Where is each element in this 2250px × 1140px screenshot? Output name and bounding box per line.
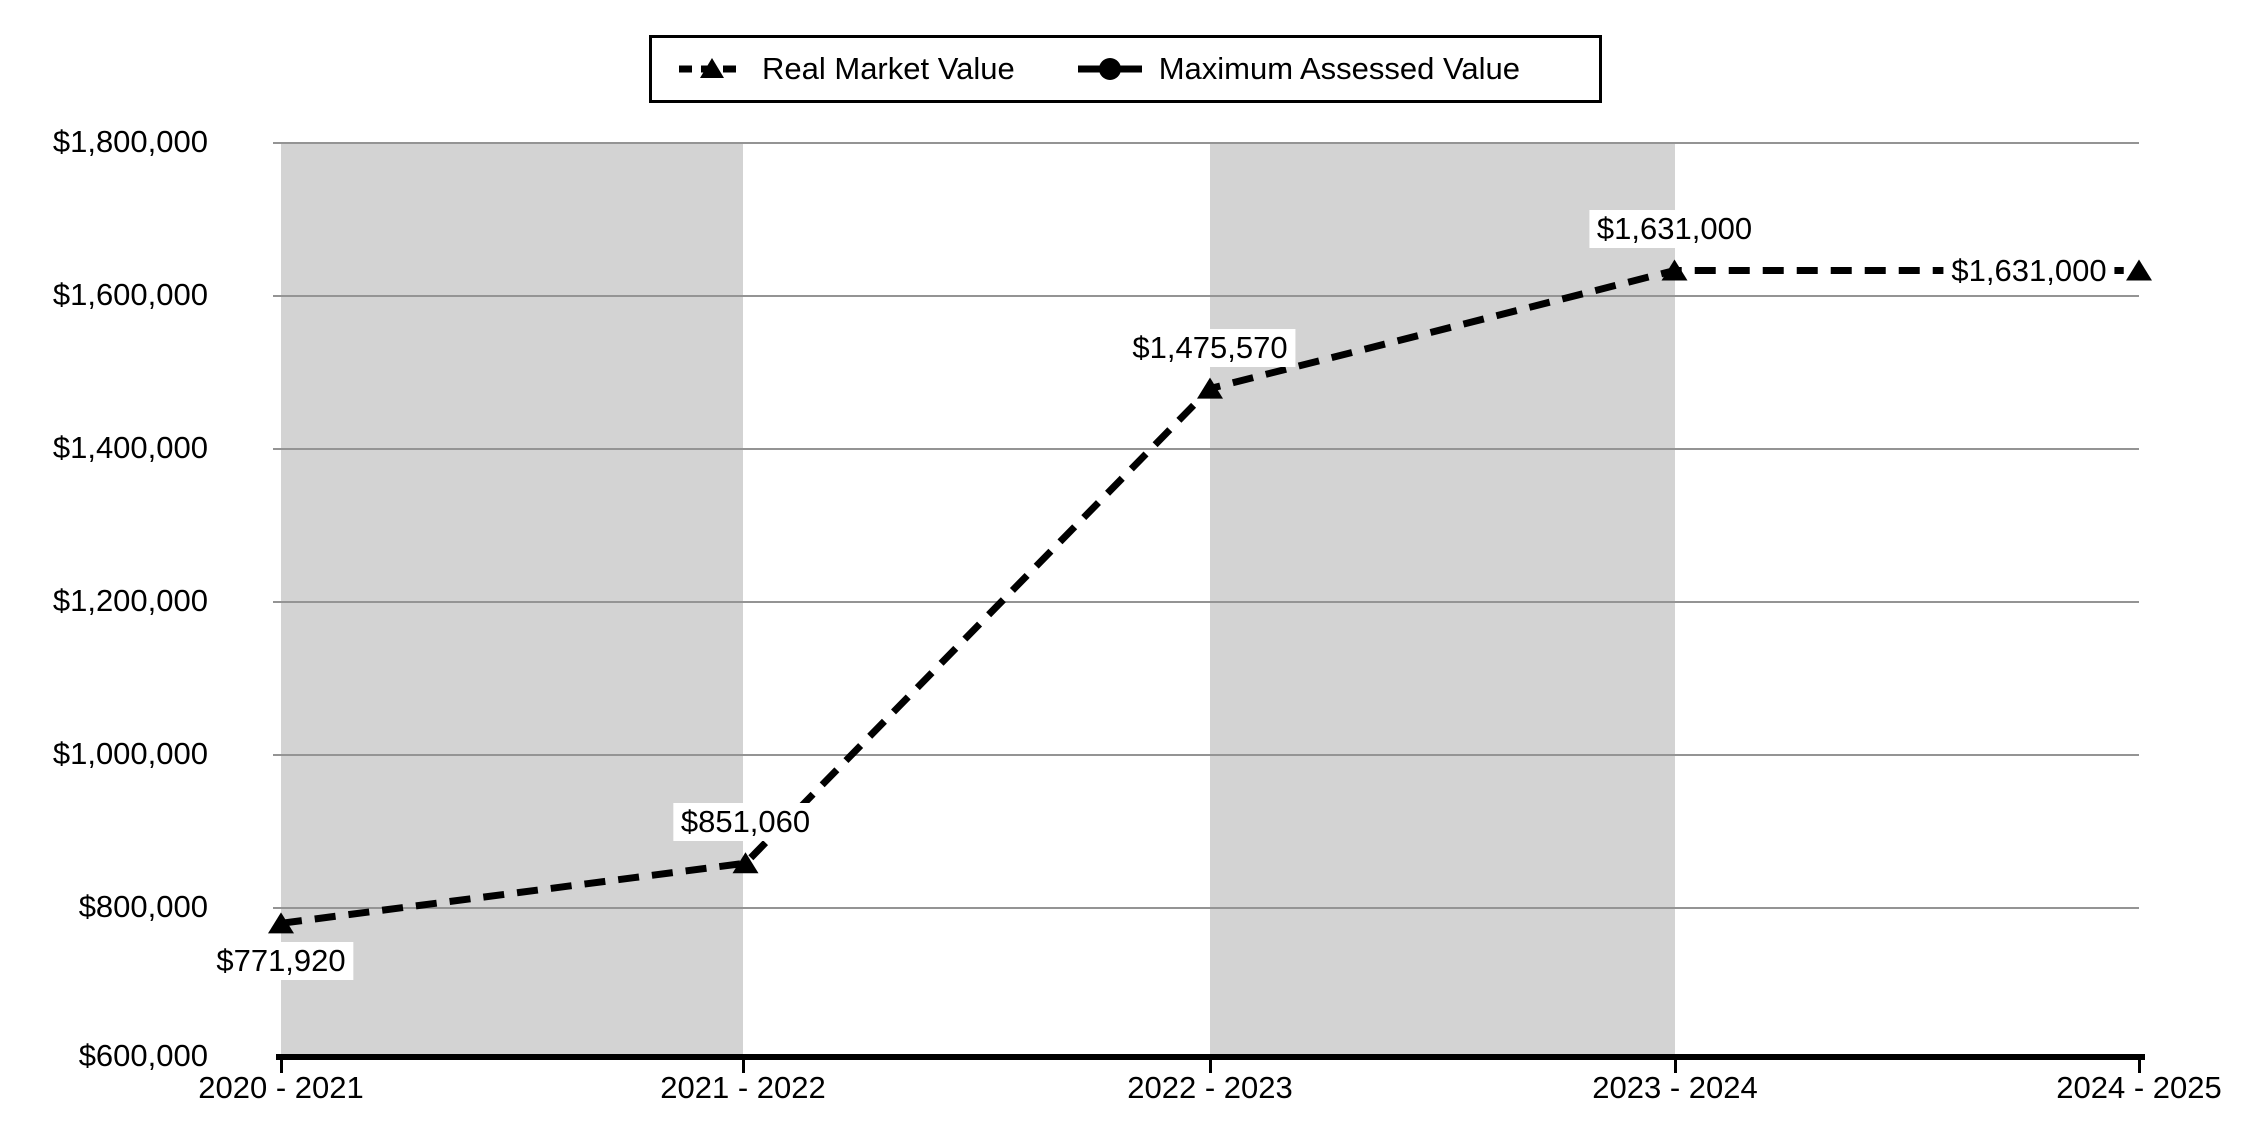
dashed-line-triangle-marker-icon	[679, 58, 745, 78]
legend-item-real-market-value: Real Market Value	[678, 51, 1015, 87]
y-axis-label: $1,200,000	[52, 583, 208, 618]
data-point-marker-triangle	[2126, 259, 2152, 281]
x-axis-label: 2024 - 2025	[2056, 1070, 2222, 1105]
legend-label-maximum-assessed-value: Maximum Assessed Value	[1158, 51, 1520, 86]
y-axis-label: $800,000	[78, 889, 208, 924]
gridline-1200000	[273, 601, 2139, 603]
data-label-2023: $1,631,000	[1588, 210, 1761, 249]
data-label-2021: $851,060	[672, 803, 819, 842]
shaded-band-1	[281, 142, 743, 1054]
x-axis-label: 2022 - 2023	[1127, 1070, 1293, 1105]
x-axis-tick	[1209, 1060, 1212, 1073]
y-axis-label: $1,600,000	[52, 277, 208, 312]
y-axis-label: $1,800,000	[52, 124, 208, 159]
legend-item-maximum-assessed-value: Maximum Assessed Value	[1077, 51, 1520, 87]
gridline-1400000	[273, 448, 2139, 450]
gridline-1800000	[273, 142, 2139, 144]
gridline-1600000	[273, 295, 2139, 297]
y-axis-label: $600,000	[78, 1038, 208, 1073]
legend-label-real-market-value: Real Market Value	[762, 51, 1015, 86]
x-axis-tick	[1674, 1060, 1677, 1073]
shaded-band-2	[1210, 142, 1675, 1054]
x-axis-label: 2023 - 2024	[1592, 1070, 1758, 1105]
y-axis-label: $1,400,000	[52, 430, 208, 465]
legend: Real Market Value Maximum Assessed Value	[649, 35, 1602, 103]
gridline-1000000	[273, 754, 2139, 756]
y-axis-label: $1,000,000	[52, 736, 208, 771]
data-label-2024: $1,631,000	[1943, 252, 2115, 291]
solid-line-circle-marker-icon	[1077, 58, 1142, 80]
x-axis-line	[276, 1054, 2145, 1060]
x-axis-tick	[280, 1060, 283, 1073]
x-axis-label: 2020 - 2021	[198, 1070, 364, 1105]
gridline-800000	[273, 907, 2139, 909]
x-axis-tick	[742, 1060, 745, 1073]
data-label-2022: $1,475,570	[1124, 328, 1296, 367]
x-axis-tick	[2138, 1060, 2141, 1073]
data-label-2020: $771,920	[208, 942, 354, 981]
x-axis-label: 2021 - 2022	[660, 1070, 826, 1105]
